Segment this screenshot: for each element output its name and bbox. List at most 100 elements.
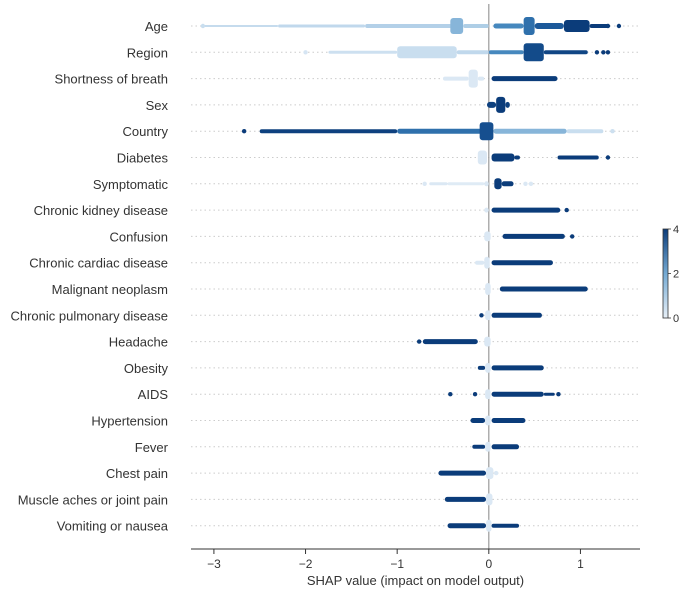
point-cluster <box>485 415 491 426</box>
point-cluster <box>491 365 544 371</box>
feature-label: AIDS <box>138 387 169 402</box>
data-point <box>569 234 575 239</box>
feature-label: Confusion <box>109 229 168 244</box>
row-guides <box>191 25 640 527</box>
point-cluster <box>397 46 457 59</box>
point-cluster <box>328 50 398 54</box>
data-point <box>601 50 606 55</box>
point-cluster <box>438 470 487 476</box>
point-cluster <box>502 233 565 239</box>
data-point <box>422 181 427 186</box>
point-cluster <box>202 25 279 27</box>
point-cluster <box>442 76 469 81</box>
x-tick-label: −1 <box>390 557 404 571</box>
point-cluster <box>534 23 564 29</box>
data-point <box>493 470 499 476</box>
point-cluster <box>486 519 492 532</box>
point-cluster <box>259 129 398 134</box>
point-cluster <box>447 523 487 529</box>
point-cluster <box>477 365 486 370</box>
point-cluster <box>484 207 489 213</box>
point-cluster <box>491 312 542 318</box>
point-cluster <box>485 283 491 295</box>
point-cluster <box>450 18 464 34</box>
point-cluster <box>523 17 535 35</box>
point-cluster <box>456 50 489 55</box>
point-cluster <box>472 444 486 449</box>
feature-label: Headache <box>109 335 168 350</box>
data-points <box>200 17 622 532</box>
feature-label: Region <box>127 45 168 60</box>
point-cluster <box>496 96 506 113</box>
point-cluster <box>563 20 590 32</box>
x-tick-label: 1 <box>577 557 584 571</box>
point-cluster <box>589 24 610 28</box>
point-cluster <box>397 128 485 134</box>
feature-label: Muscle aches or joint pain <box>18 492 168 507</box>
point-cluster <box>557 155 599 160</box>
point-cluster <box>486 493 493 506</box>
point-cluster <box>278 24 366 28</box>
feature-label: Chronic kidney disease <box>34 203 168 218</box>
point-cluster <box>491 260 553 266</box>
point-cluster <box>470 418 486 423</box>
colorbar-gradient <box>662 228 669 319</box>
feature-label: Malignant neoplasm <box>52 282 168 297</box>
data-point <box>610 129 615 134</box>
data-point <box>605 23 611 29</box>
point-cluster <box>444 496 487 502</box>
point-cluster <box>475 260 485 265</box>
point-cluster <box>477 150 487 165</box>
point-cluster <box>491 418 526 423</box>
point-cluster <box>493 128 567 134</box>
x-tick-label: −2 <box>299 557 313 571</box>
data-point <box>605 155 611 160</box>
data-point <box>564 207 569 213</box>
feature-label: Country <box>122 124 168 139</box>
feature-label: Chest pain <box>106 466 168 481</box>
point-cluster <box>479 122 494 141</box>
point-cluster <box>484 181 489 187</box>
point-cluster <box>484 336 491 347</box>
point-cluster <box>523 43 544 62</box>
data-point <box>605 50 611 55</box>
point-cluster <box>486 467 494 480</box>
point-cluster <box>422 339 478 345</box>
feature-labels: Age Region Shortness of breath Sex Country Di… <box>10 19 168 534</box>
point-cluster <box>485 362 491 373</box>
point-cluster <box>485 441 491 452</box>
point-cluster <box>365 24 453 28</box>
data-point <box>479 313 484 318</box>
point-cluster <box>468 69 478 88</box>
data-point <box>616 23 622 29</box>
feature-label: Symptomatic <box>93 177 169 192</box>
point-cluster <box>488 50 524 55</box>
point-cluster <box>485 389 491 400</box>
feature-label: Obesity <box>124 361 169 376</box>
colorbar-tick-label: 4 <box>673 224 679 236</box>
data-point <box>594 50 600 55</box>
feature-label: Diabetes <box>117 151 169 166</box>
point-cluster <box>543 392 555 396</box>
point-cluster <box>429 182 448 186</box>
point-cluster <box>491 523 520 528</box>
feature-label: Vomiting or nausea <box>57 519 169 534</box>
colorbar-tick-label: 0 <box>673 313 679 325</box>
data-point <box>528 181 534 186</box>
data-point <box>523 181 528 186</box>
point-cluster <box>486 101 497 108</box>
point-cluster <box>543 50 588 55</box>
point-cluster <box>493 23 524 29</box>
x-axis-title: SHAP value (impact on model output) <box>307 573 524 588</box>
feature-label: Shortness of breath <box>55 72 168 87</box>
x-tick-label: −3 <box>207 557 221 571</box>
point-cluster <box>477 76 485 81</box>
point-cluster <box>505 101 510 108</box>
point-cluster <box>491 391 544 397</box>
data-point <box>556 392 561 397</box>
point-cluster <box>494 178 502 190</box>
colorbar-tick-label: 2 <box>673 269 679 281</box>
feature-label: Hypertension <box>91 414 168 429</box>
feature-label: Chronic pulmonary disease <box>10 308 168 323</box>
